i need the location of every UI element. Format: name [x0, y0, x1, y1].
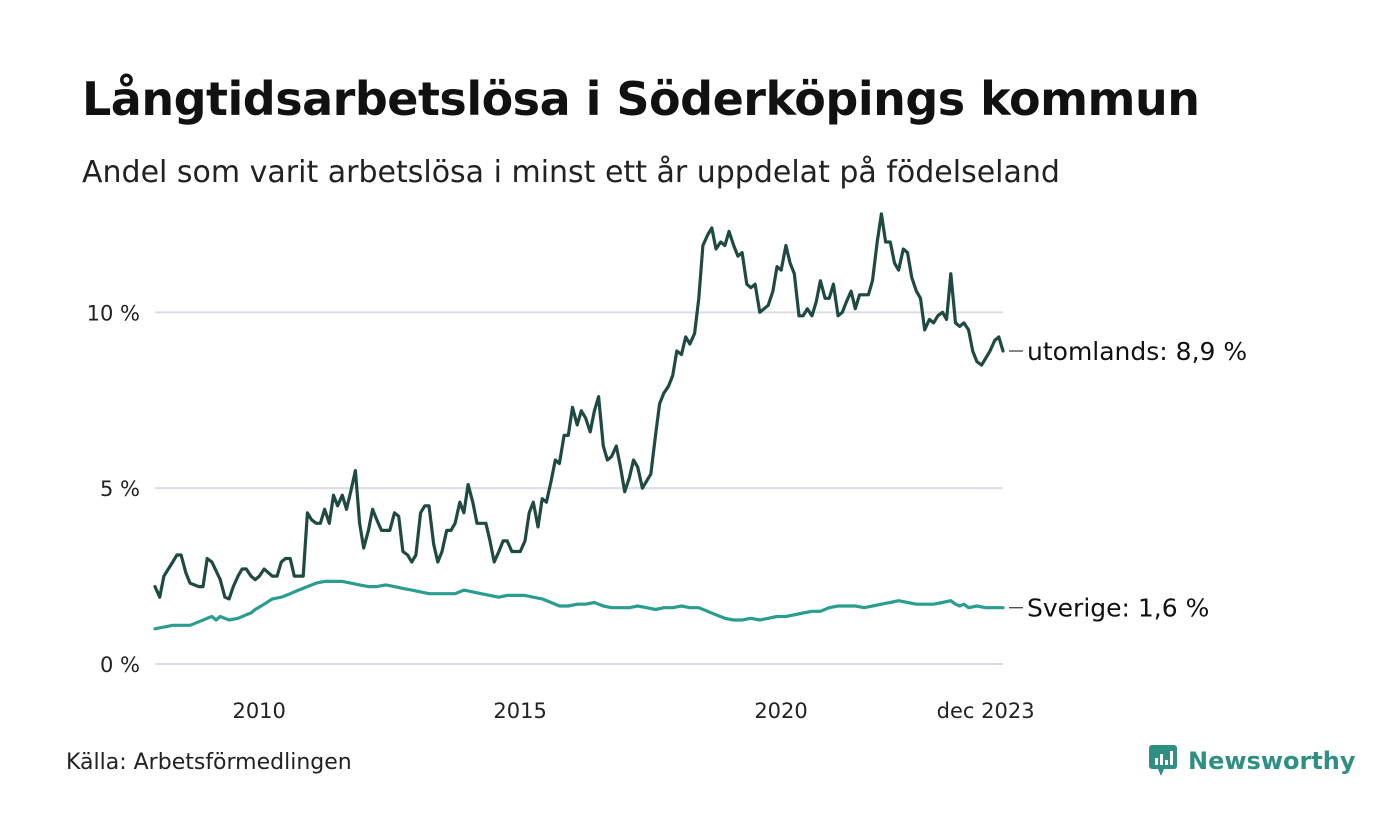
source-note: Källa: Arbetsförmedlingen	[66, 750, 352, 775]
x-tick-label: 2010	[232, 699, 285, 723]
x-tick-label: dec 2023	[937, 699, 1035, 723]
series-line-utomlands	[153, 212, 1005, 601]
brand-logo: Newsworthy	[1148, 744, 1356, 778]
y-axis-ticks: 0 % 5 % 10 %	[87, 301, 140, 677]
series-end-label-utomlands: utomlands: 8,9 %	[1027, 337, 1247, 366]
chart-subtitle: Andel som varit arbetslösa i minst ett å…	[82, 155, 1060, 190]
series-end-label-Sverige: Sverige: 1,6 %	[1027, 594, 1209, 623]
series-line-Sverige	[153, 579, 1005, 631]
chart-title: Långtidsarbetslösa i Söderköpings kommun	[82, 72, 1200, 126]
x-tick-label: 2020	[754, 699, 807, 723]
brand-name: Newsworthy	[1188, 747, 1356, 775]
series-end-labels: utomlands: 8,9 % Sverige: 1,6 %	[1009, 337, 1247, 623]
y-tick-label: 0 %	[100, 653, 140, 677]
grid-lines	[155, 311, 1003, 665]
x-axis-ticks: 2010 2015 2020 dec 2023	[232, 699, 1034, 723]
newsworthy-logo-icon	[1149, 745, 1177, 776]
series-lines	[153, 212, 1005, 631]
y-tick-label: 10 %	[87, 301, 140, 325]
y-tick-label: 5 %	[100, 477, 140, 501]
x-tick-label: 2015	[493, 699, 546, 723]
